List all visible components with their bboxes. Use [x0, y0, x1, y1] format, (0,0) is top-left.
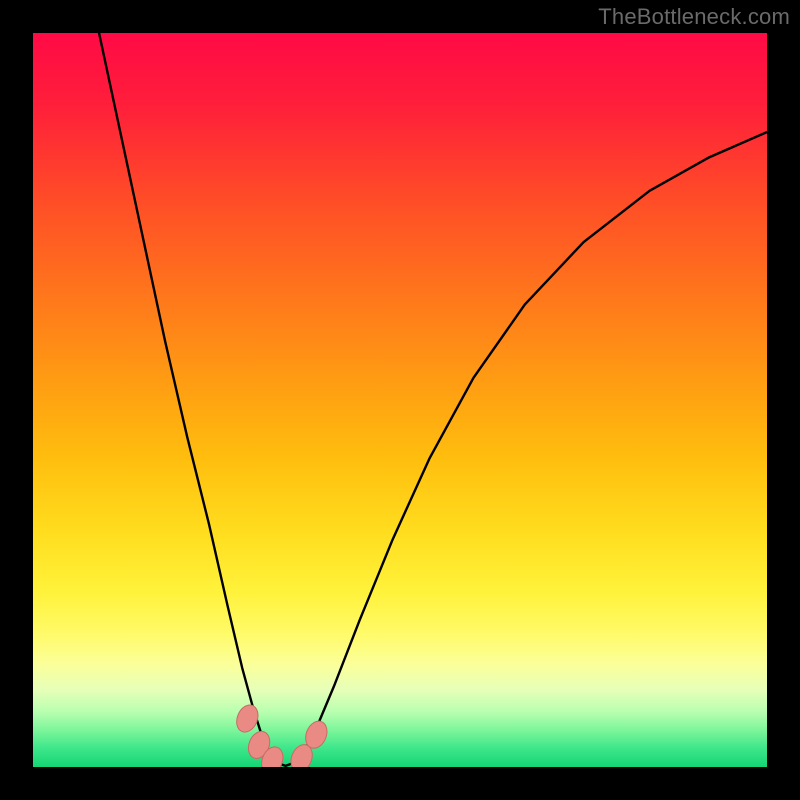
gradient-background [33, 33, 767, 767]
plot-area [33, 33, 767, 767]
watermark-text: TheBottleneck.com [598, 4, 790, 30]
chart-stage: TheBottleneck.com [0, 0, 800, 800]
chart-svg [33, 33, 767, 767]
plot-frame [33, 33, 767, 767]
